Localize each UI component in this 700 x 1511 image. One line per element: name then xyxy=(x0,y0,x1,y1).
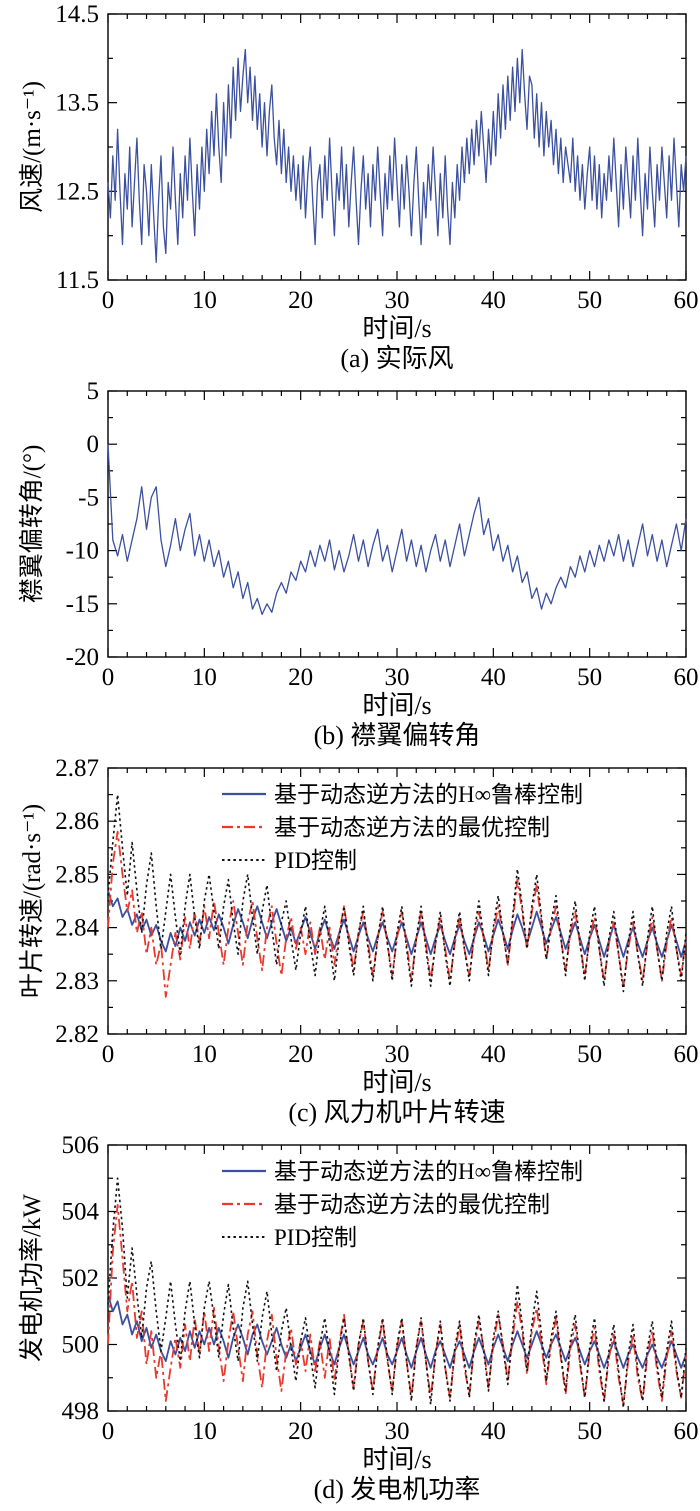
svg-text:基于动态逆方法的最优控制: 基于动态逆方法的最优控制 xyxy=(274,815,550,840)
svg-text:20: 20 xyxy=(288,1418,313,1445)
svg-text:10: 10 xyxy=(192,1418,217,1445)
svg-text:30: 30 xyxy=(385,1418,410,1445)
figure-b-caption: (b) 襟翼偏转角 xyxy=(313,721,481,750)
blade-speed-x-axis-label: 时间/s xyxy=(362,1068,432,1097)
svg-text:2.84: 2.84 xyxy=(55,915,99,942)
wind-speed-x-axis-label: 时间/s xyxy=(362,314,432,343)
svg-text:506: 506 xyxy=(62,1133,100,1159)
svg-text:60: 60 xyxy=(674,664,699,691)
svg-text:502: 502 xyxy=(62,1265,100,1292)
svg-text:30: 30 xyxy=(385,1041,410,1068)
svg-text:20: 20 xyxy=(288,287,313,314)
flap-angle-y-axis-label: 襟翼偏转角/(°) xyxy=(19,444,46,604)
wind-speed-y-axis-label: 风速/(m·s⁻¹) xyxy=(19,81,46,213)
svg-text:40: 40 xyxy=(481,1041,506,1068)
svg-text:2.83: 2.83 xyxy=(55,968,99,995)
svg-text:PID控制: PID控制 xyxy=(274,848,357,873)
svg-text:60: 60 xyxy=(674,287,699,314)
svg-text:0: 0 xyxy=(102,664,115,691)
figure-d-caption: (d) 发电机功率 xyxy=(313,1475,481,1504)
svg-text:30: 30 xyxy=(385,287,410,314)
figure-a-wind-speed: 0 10 20 30 40 50 60 14.5 13.5 12.5 11.5 风速/(m·s⁻¹)… xyxy=(0,2,700,379)
figure-d-generator-power: 0 10 20 30 40 50 60 506 504 502 500 498 基于动态逆方法的H∞鲁棒… xyxy=(0,1133,700,1510)
svg-text:40: 40 xyxy=(481,287,506,314)
svg-text:20: 20 xyxy=(288,664,313,691)
svg-text:504: 504 xyxy=(62,1199,100,1226)
svg-text:-15: -15 xyxy=(66,591,99,618)
svg-text:0: 0 xyxy=(102,287,115,314)
generator-power-chart: 0 10 20 30 40 50 60 506 504 502 500 498 基于动态逆方法的H∞鲁棒… xyxy=(62,1133,699,1445)
svg-text:基于动态逆方法的最优控制: 基于动态逆方法的最优控制 xyxy=(274,1192,550,1217)
svg-text:50: 50 xyxy=(577,664,602,691)
svg-text:PID控制: PID控制 xyxy=(274,1225,357,1250)
svg-text:60: 60 xyxy=(674,1041,699,1068)
figure-c-blade-speed: 0 10 20 30 40 50 60 2.87 2.86 2.85 2.84 2.83 2.82 基于动… xyxy=(0,756,700,1133)
svg-text:13.5: 13.5 xyxy=(55,90,99,117)
svg-text:40: 40 xyxy=(481,664,506,691)
svg-text:60: 60 xyxy=(674,1418,699,1445)
generator-power-y-axis-label: 发电机功率/kW xyxy=(19,1193,46,1363)
figure-b-flap-angle: 0 10 20 30 40 50 60 5 0 -5 -10 -15 -20 襟翼偏转角/(°) 时间/… xyxy=(0,379,700,756)
svg-text:0: 0 xyxy=(87,431,100,458)
figure-a-caption: (a) 实际风 xyxy=(340,344,454,373)
svg-text:2.85: 2.85 xyxy=(55,861,99,888)
svg-text:30: 30 xyxy=(385,664,410,691)
svg-text:0: 0 xyxy=(102,1418,115,1445)
svg-text:12.5: 12.5 xyxy=(55,178,99,205)
svg-text:0: 0 xyxy=(102,1041,115,1068)
svg-text:2.87: 2.87 xyxy=(55,756,99,782)
svg-text:2.86: 2.86 xyxy=(55,808,99,835)
svg-text:40: 40 xyxy=(481,1418,506,1445)
svg-text:500: 500 xyxy=(62,1332,100,1359)
svg-text:基于动态逆方法的H∞鲁棒控制: 基于动态逆方法的H∞鲁棒控制 xyxy=(274,1159,583,1184)
svg-text:-20: -20 xyxy=(66,644,99,671)
svg-text:498: 498 xyxy=(62,1398,100,1425)
svg-text:-10: -10 xyxy=(66,538,99,565)
svg-text:10: 10 xyxy=(192,664,217,691)
svg-text:基于动态逆方法的H∞鲁棒控制: 基于动态逆方法的H∞鲁棒控制 xyxy=(274,782,583,807)
svg-text:11.5: 11.5 xyxy=(56,267,99,294)
blade-speed-chart: 0 10 20 30 40 50 60 2.87 2.86 2.85 2.84 2.83 2.82 基于动… xyxy=(55,756,699,1068)
svg-text:14.5: 14.5 xyxy=(55,2,99,28)
svg-text:5: 5 xyxy=(87,379,100,405)
wind-speed-chart: 0 10 20 30 40 50 60 14.5 13.5 12.5 11.5 xyxy=(55,2,699,314)
svg-text:50: 50 xyxy=(577,1418,602,1445)
svg-text:10: 10 xyxy=(192,1041,217,1068)
svg-text:20: 20 xyxy=(288,1041,313,1068)
figure-c-caption: (c) 风力机叶片转速 xyxy=(288,1098,506,1127)
svg-text:-5: -5 xyxy=(78,484,99,511)
blade-speed-y-axis-label: 叶片转速/(rad·s⁻¹) xyxy=(19,803,46,999)
svg-text:10: 10 xyxy=(192,287,217,314)
svg-text:2.82: 2.82 xyxy=(55,1021,99,1048)
generator-power-x-axis-label: 时间/s xyxy=(362,1445,432,1474)
flap-angle-x-axis-label: 时间/s xyxy=(362,691,432,720)
svg-text:50: 50 xyxy=(577,287,602,314)
svg-text:50: 50 xyxy=(577,1041,602,1068)
